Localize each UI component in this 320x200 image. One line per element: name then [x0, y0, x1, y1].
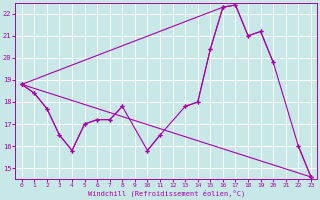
X-axis label: Windchill (Refroidissement éolien,°C): Windchill (Refroidissement éolien,°C): [88, 190, 245, 197]
